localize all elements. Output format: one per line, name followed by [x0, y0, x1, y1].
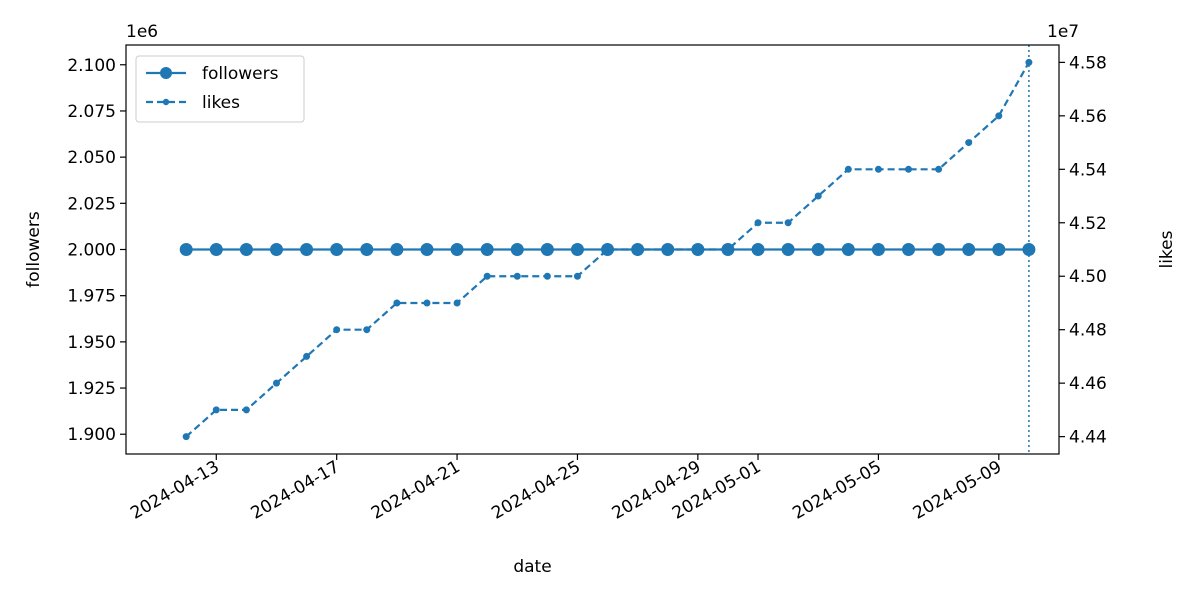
left-y-tick-label: 2.100	[67, 56, 116, 76]
followers-point	[902, 243, 916, 256]
likes-point	[393, 299, 401, 307]
followers-point	[1022, 243, 1036, 256]
likes-point	[995, 112, 1003, 120]
right-y-tick-label: 4.56	[1069, 107, 1107, 127]
likes-point	[423, 299, 431, 307]
likes-point	[212, 406, 220, 414]
likes-point	[242, 406, 250, 414]
left-y-tick-label: 1.950	[67, 333, 116, 353]
likes-point	[182, 433, 190, 441]
followers-point	[691, 243, 705, 256]
followers-point	[601, 243, 615, 256]
likes-point	[363, 326, 371, 334]
followers-point	[300, 243, 314, 256]
likes-point	[543, 272, 551, 280]
legend-label-followers: followers	[202, 64, 279, 84]
x-tick-label: 2024-04-13	[127, 457, 223, 524]
followers-point	[631, 243, 645, 256]
followers-point	[510, 243, 524, 256]
legend: followers likes	[135, 55, 305, 123]
followers-point	[721, 243, 735, 256]
followers-point	[330, 243, 344, 256]
followers-point	[661, 243, 675, 256]
right-axis-multiplier: 1e7	[1047, 22, 1079, 42]
followers-point	[360, 243, 374, 256]
left-y-tick-label: 1.925	[67, 379, 116, 399]
likes-point	[272, 379, 280, 387]
legend-label-likes: likes	[202, 93, 240, 113]
likes-point	[814, 192, 822, 200]
likes-point	[965, 139, 973, 147]
likes-point	[754, 219, 762, 227]
followers-point	[962, 243, 976, 256]
followers-point	[209, 243, 223, 256]
right-y-axis-label: likes	[1157, 230, 1177, 268]
followers-point	[420, 243, 434, 256]
followers-point	[390, 243, 404, 256]
likes-point	[1025, 58, 1033, 66]
likes-point	[453, 299, 461, 307]
followers-point	[269, 243, 283, 256]
likes-point	[483, 272, 491, 280]
likes-series-line	[185, 61, 1030, 438]
followers-point	[781, 243, 795, 256]
x-tick-label: 2024-05-05	[789, 457, 885, 524]
right-y-tick-label: 4.44	[1069, 428, 1107, 448]
followers-point	[450, 243, 464, 256]
x-axis-label: date	[513, 557, 551, 577]
likes-point	[874, 165, 882, 173]
followers-point	[932, 243, 946, 256]
likes-point	[905, 165, 913, 173]
legend-entry-followers: followers	[146, 64, 279, 84]
followers-point	[570, 243, 584, 256]
followers-point	[480, 243, 494, 256]
followers-point	[540, 243, 554, 256]
right-y-tick-label: 4.50	[1069, 267, 1107, 287]
right-y-tick-label: 4.46	[1069, 374, 1107, 394]
left-y-axis-label: followers	[24, 211, 44, 288]
left-y-tick-label: 1.900	[67, 425, 116, 445]
likes-point	[303, 352, 311, 360]
followers-point	[239, 243, 253, 256]
followers-point	[179, 243, 193, 256]
x-tick-label: 2024-04-17	[248, 457, 344, 524]
followers-point	[811, 243, 825, 256]
x-tick-label: 2024-05-09	[910, 457, 1006, 524]
likes-point	[844, 165, 852, 173]
left-y-tick-label: 2.000	[67, 241, 116, 261]
followers-point	[841, 243, 855, 256]
left-y-tick-label: 2.050	[67, 148, 116, 168]
right-y-tick-label: 4.48	[1069, 321, 1107, 341]
x-tick-label: 2024-04-25	[488, 457, 584, 524]
right-y-tick-label: 4.58	[1069, 53, 1107, 73]
likes-point	[935, 165, 943, 173]
legend-entry-likes: likes	[146, 93, 240, 113]
left-y-tick-label: 1.975	[67, 287, 116, 307]
followers-point	[871, 243, 885, 256]
x-tick-label: 2024-04-21	[368, 457, 464, 524]
followers-point	[751, 243, 765, 256]
legend-marker-likes	[162, 98, 170, 106]
legend-marker-followers	[160, 67, 172, 79]
likes-point	[784, 219, 792, 227]
likes-point	[333, 326, 341, 334]
followers-point	[992, 243, 1006, 256]
right-y-tick-label: 4.52	[1069, 214, 1107, 234]
left-y-tick-label: 2.025	[67, 194, 116, 214]
right-y-tick-label: 4.54	[1069, 160, 1107, 180]
likes-point	[513, 272, 521, 280]
left-y-tick-label: 2.075	[67, 102, 116, 122]
likes-point	[573, 272, 581, 280]
left-axis-multiplier: 1e6	[126, 22, 158, 42]
